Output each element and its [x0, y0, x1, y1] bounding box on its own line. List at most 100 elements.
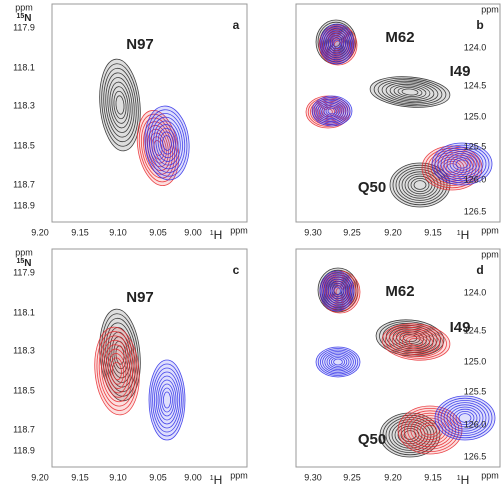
contour-line [423, 424, 437, 436]
contour-line [105, 348, 129, 394]
contour-line [111, 86, 129, 124]
contour-line [317, 348, 359, 376]
x-tick-label: 9.15 [71, 472, 89, 482]
contour-line [324, 29, 350, 59]
x-tick-label: 9.25 [343, 472, 361, 482]
contour-line [148, 113, 186, 173]
contour-peak [99, 58, 141, 152]
contour-line [109, 357, 125, 385]
contour-peak [148, 359, 186, 441]
y-tick-label: 118.5 [13, 140, 35, 150]
x-unit: ppm [481, 225, 499, 235]
contour-line [327, 107, 337, 115]
contour-line [408, 337, 424, 347]
x-tick-label: 9.25 [343, 227, 361, 237]
contour-line [162, 391, 171, 409]
contour-line [107, 353, 127, 389]
peak-label: Q50 [358, 179, 386, 196]
contour-line [455, 410, 475, 425]
contour-line [388, 327, 444, 357]
contour-line [151, 116, 183, 170]
y-tick-label: 117.9 [13, 22, 35, 32]
contour-line [112, 361, 122, 381]
y-tick-label: 118.1 [13, 307, 35, 317]
contour-line [161, 387, 173, 413]
contour-line [325, 106, 339, 116]
contour-line [323, 104, 341, 118]
contour-line [385, 82, 435, 102]
contour-peak [318, 24, 358, 66]
contour-line [323, 108, 333, 116]
contour-line [321, 103, 343, 119]
contour-line [403, 430, 417, 440]
contour-line [328, 280, 346, 302]
contour-line [109, 81, 131, 129]
contour-peak [381, 323, 451, 361]
contour-line [403, 410, 456, 450]
panel-label: c [233, 263, 240, 277]
contour-line [324, 30, 352, 60]
panel: a N97 9.20 9.15 9.10 9.05 9.00 117.9 118.1 118.3 1… [13, 2, 248, 242]
contour-line [326, 31, 348, 57]
peak-label: I49 [450, 63, 471, 80]
contour-line [443, 150, 481, 177]
y-tick-label: 118.9 [13, 445, 35, 455]
y-tick-label: 125.5 [464, 141, 487, 151]
nucleus: N [24, 258, 31, 269]
nucleus: N [24, 13, 31, 24]
contour-line [437, 397, 493, 439]
contour-line [96, 331, 138, 411]
x-tick-label: 9.15 [424, 227, 442, 237]
isotope: 1 [457, 230, 461, 237]
y-unit: ppm [481, 4, 499, 14]
contour-line [416, 419, 444, 440]
contour-line [94, 326, 140, 416]
contour-line [391, 328, 441, 356]
contour-line [446, 153, 478, 175]
contour-line [449, 406, 481, 430]
contour-line [320, 26, 356, 64]
y-tick-label: 118.1 [13, 62, 35, 72]
y-tick-label: 126.5 [464, 451, 487, 461]
y-unit: ppm [15, 2, 33, 12]
x-axis-label: 1H [210, 473, 223, 487]
y-tick-label: 118.5 [13, 385, 35, 395]
contour-line [333, 39, 341, 49]
contour-line [398, 332, 434, 352]
contour-peak [94, 326, 140, 416]
contour-peak [434, 395, 496, 441]
contour-line [381, 80, 439, 104]
contour-line [315, 98, 349, 124]
contour-line [157, 127, 177, 159]
contour-line [329, 35, 345, 53]
nucleus: H [461, 228, 470, 242]
contour-line [434, 144, 490, 184]
contour-line [105, 72, 135, 138]
x-tick-label: 9.30 [304, 227, 322, 237]
contour-line [458, 413, 472, 423]
y-tick-label: 125.0 [464, 111, 487, 121]
y-tick-label: 125.5 [464, 386, 487, 396]
y-unit: ppm [481, 249, 499, 259]
contour-line [146, 109, 188, 177]
contour-line [433, 154, 471, 182]
contour-peak [319, 23, 355, 65]
contour-peak [311, 95, 353, 127]
peak-label: Q50 [358, 431, 386, 448]
contour-line [413, 180, 427, 190]
contour-line [452, 408, 478, 428]
contour-line [404, 173, 436, 197]
contour-line [152, 367, 182, 433]
contour-line [330, 357, 345, 367]
contour-line [324, 276, 350, 306]
contour-peak [369, 76, 451, 108]
contour-line [395, 330, 437, 354]
contour-line [153, 371, 180, 429]
panel-label: d [476, 263, 483, 277]
x-unit: ppm [481, 470, 499, 480]
contour-line [115, 95, 125, 115]
x-tick-label: 9.15 [71, 227, 89, 237]
contour-line [321, 272, 353, 310]
contour-line [385, 416, 435, 453]
x-tick-label: 9.20 [31, 472, 49, 482]
